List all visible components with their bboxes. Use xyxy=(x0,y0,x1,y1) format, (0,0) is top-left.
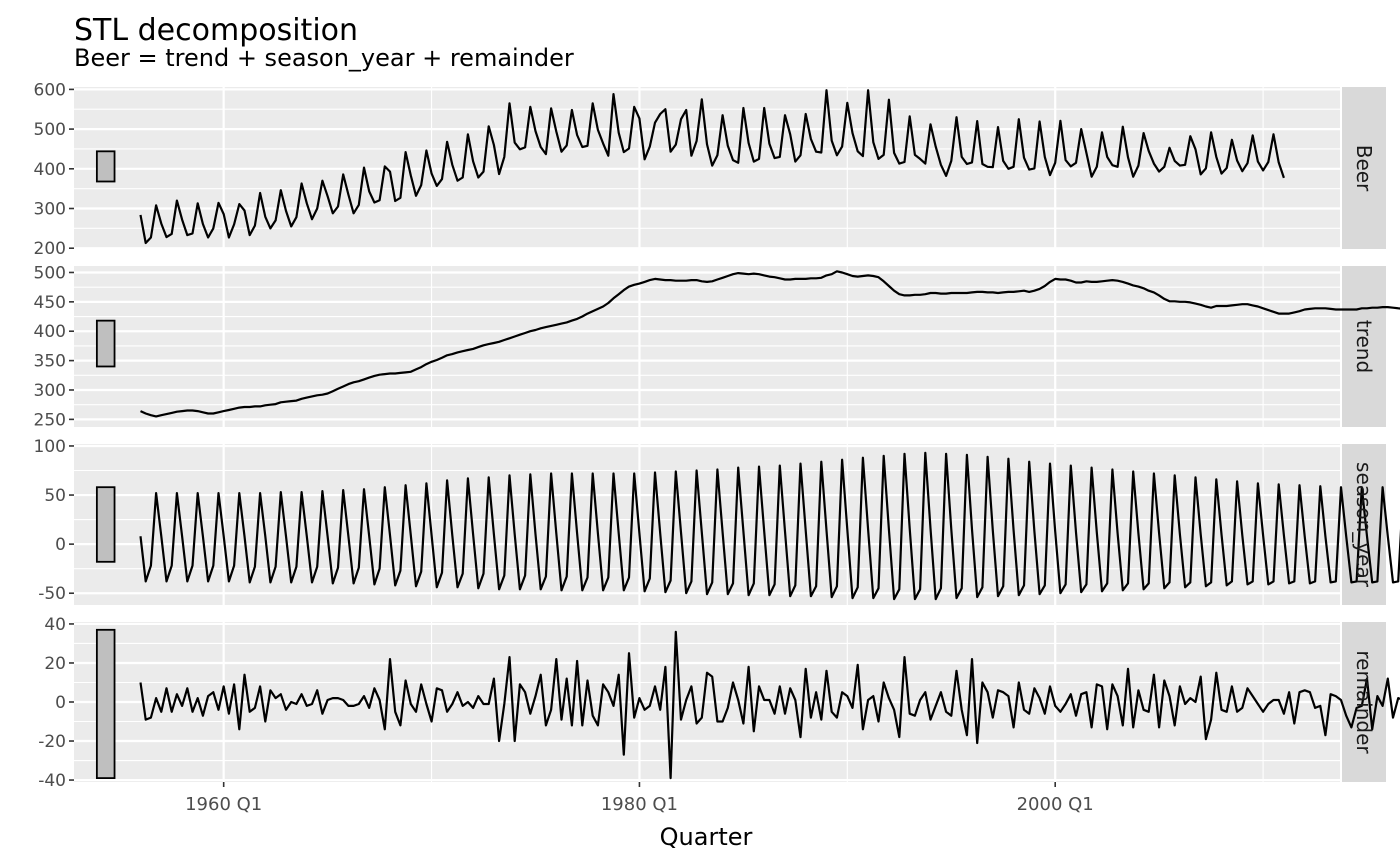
y-tick-label: 40 xyxy=(44,615,66,635)
series-line-Beer xyxy=(139,89,1285,245)
y-tick-label: 400 xyxy=(34,322,66,342)
panel-remainder: -40 -20 0 20 40 remainder xyxy=(38,615,1400,791)
chart-title: STL decomposition xyxy=(74,13,358,48)
y-tick-label: 50 xyxy=(44,486,66,506)
y-tick-label: -20 xyxy=(38,732,66,752)
panel-season_year: -50 0 50 100 season_year xyxy=(34,437,1400,605)
y-tick-label: 200 xyxy=(34,239,66,259)
scale-bar xyxy=(95,628,116,779)
panel-trend: 250 300 350 400 450 500 trend xyxy=(34,263,1400,430)
y-tick-label: 400 xyxy=(34,160,66,180)
y-tick-label: 500 xyxy=(34,120,66,140)
x-tick-label: 1980 Q1 xyxy=(601,794,678,815)
facet-strip xyxy=(1342,622,1386,782)
panel-background xyxy=(74,266,1340,427)
panels: 200300400500600Beer250300350400450500tre… xyxy=(34,80,1400,791)
x-tick-label: 1960 Q1 xyxy=(185,794,262,815)
facet-label: Beer xyxy=(1352,145,1376,192)
series-line-remainder xyxy=(139,630,1400,780)
series-line-season_year xyxy=(139,451,1400,601)
y-tick-label: 0 xyxy=(55,535,66,555)
x-tick-label: 2000 Q1 xyxy=(1017,794,1094,815)
scale-bar xyxy=(95,486,116,563)
y-tick-label: 100 xyxy=(34,437,66,457)
y-tick-label: 500 xyxy=(34,263,66,283)
facet-strip xyxy=(1342,87,1386,249)
series-line-trend xyxy=(140,270,1400,418)
scale-bar xyxy=(95,150,116,183)
facet-label: remainder xyxy=(1352,650,1376,754)
y-tick-label: 250 xyxy=(34,410,66,430)
y-tick-label: 450 xyxy=(34,293,66,313)
y-tick-label: -40 xyxy=(38,771,66,791)
y-tick-label: 350 xyxy=(34,352,66,372)
x-axis-label: Quarter xyxy=(660,823,753,851)
y-tick-label: 300 xyxy=(34,381,66,401)
facet-label: season_year xyxy=(1352,462,1376,588)
chart-subtitle: Beer = trend + season_year + remainder xyxy=(74,44,574,72)
y-tick-label: -50 xyxy=(38,584,66,604)
scale-bar xyxy=(95,319,116,368)
facet-strip xyxy=(1342,266,1386,427)
x-axis: 1960 Q1 1980 Q1 2000 Q1 xyxy=(185,782,1094,815)
facet-label: trend xyxy=(1352,320,1376,373)
y-tick-label: 300 xyxy=(34,200,66,220)
y-tick-label: 20 xyxy=(44,654,66,674)
y-tick-label: 600 xyxy=(34,80,66,100)
y-tick-label: 0 xyxy=(55,693,66,713)
panel-Beer: 200 300 400 500 600 Beer xyxy=(34,80,1386,259)
